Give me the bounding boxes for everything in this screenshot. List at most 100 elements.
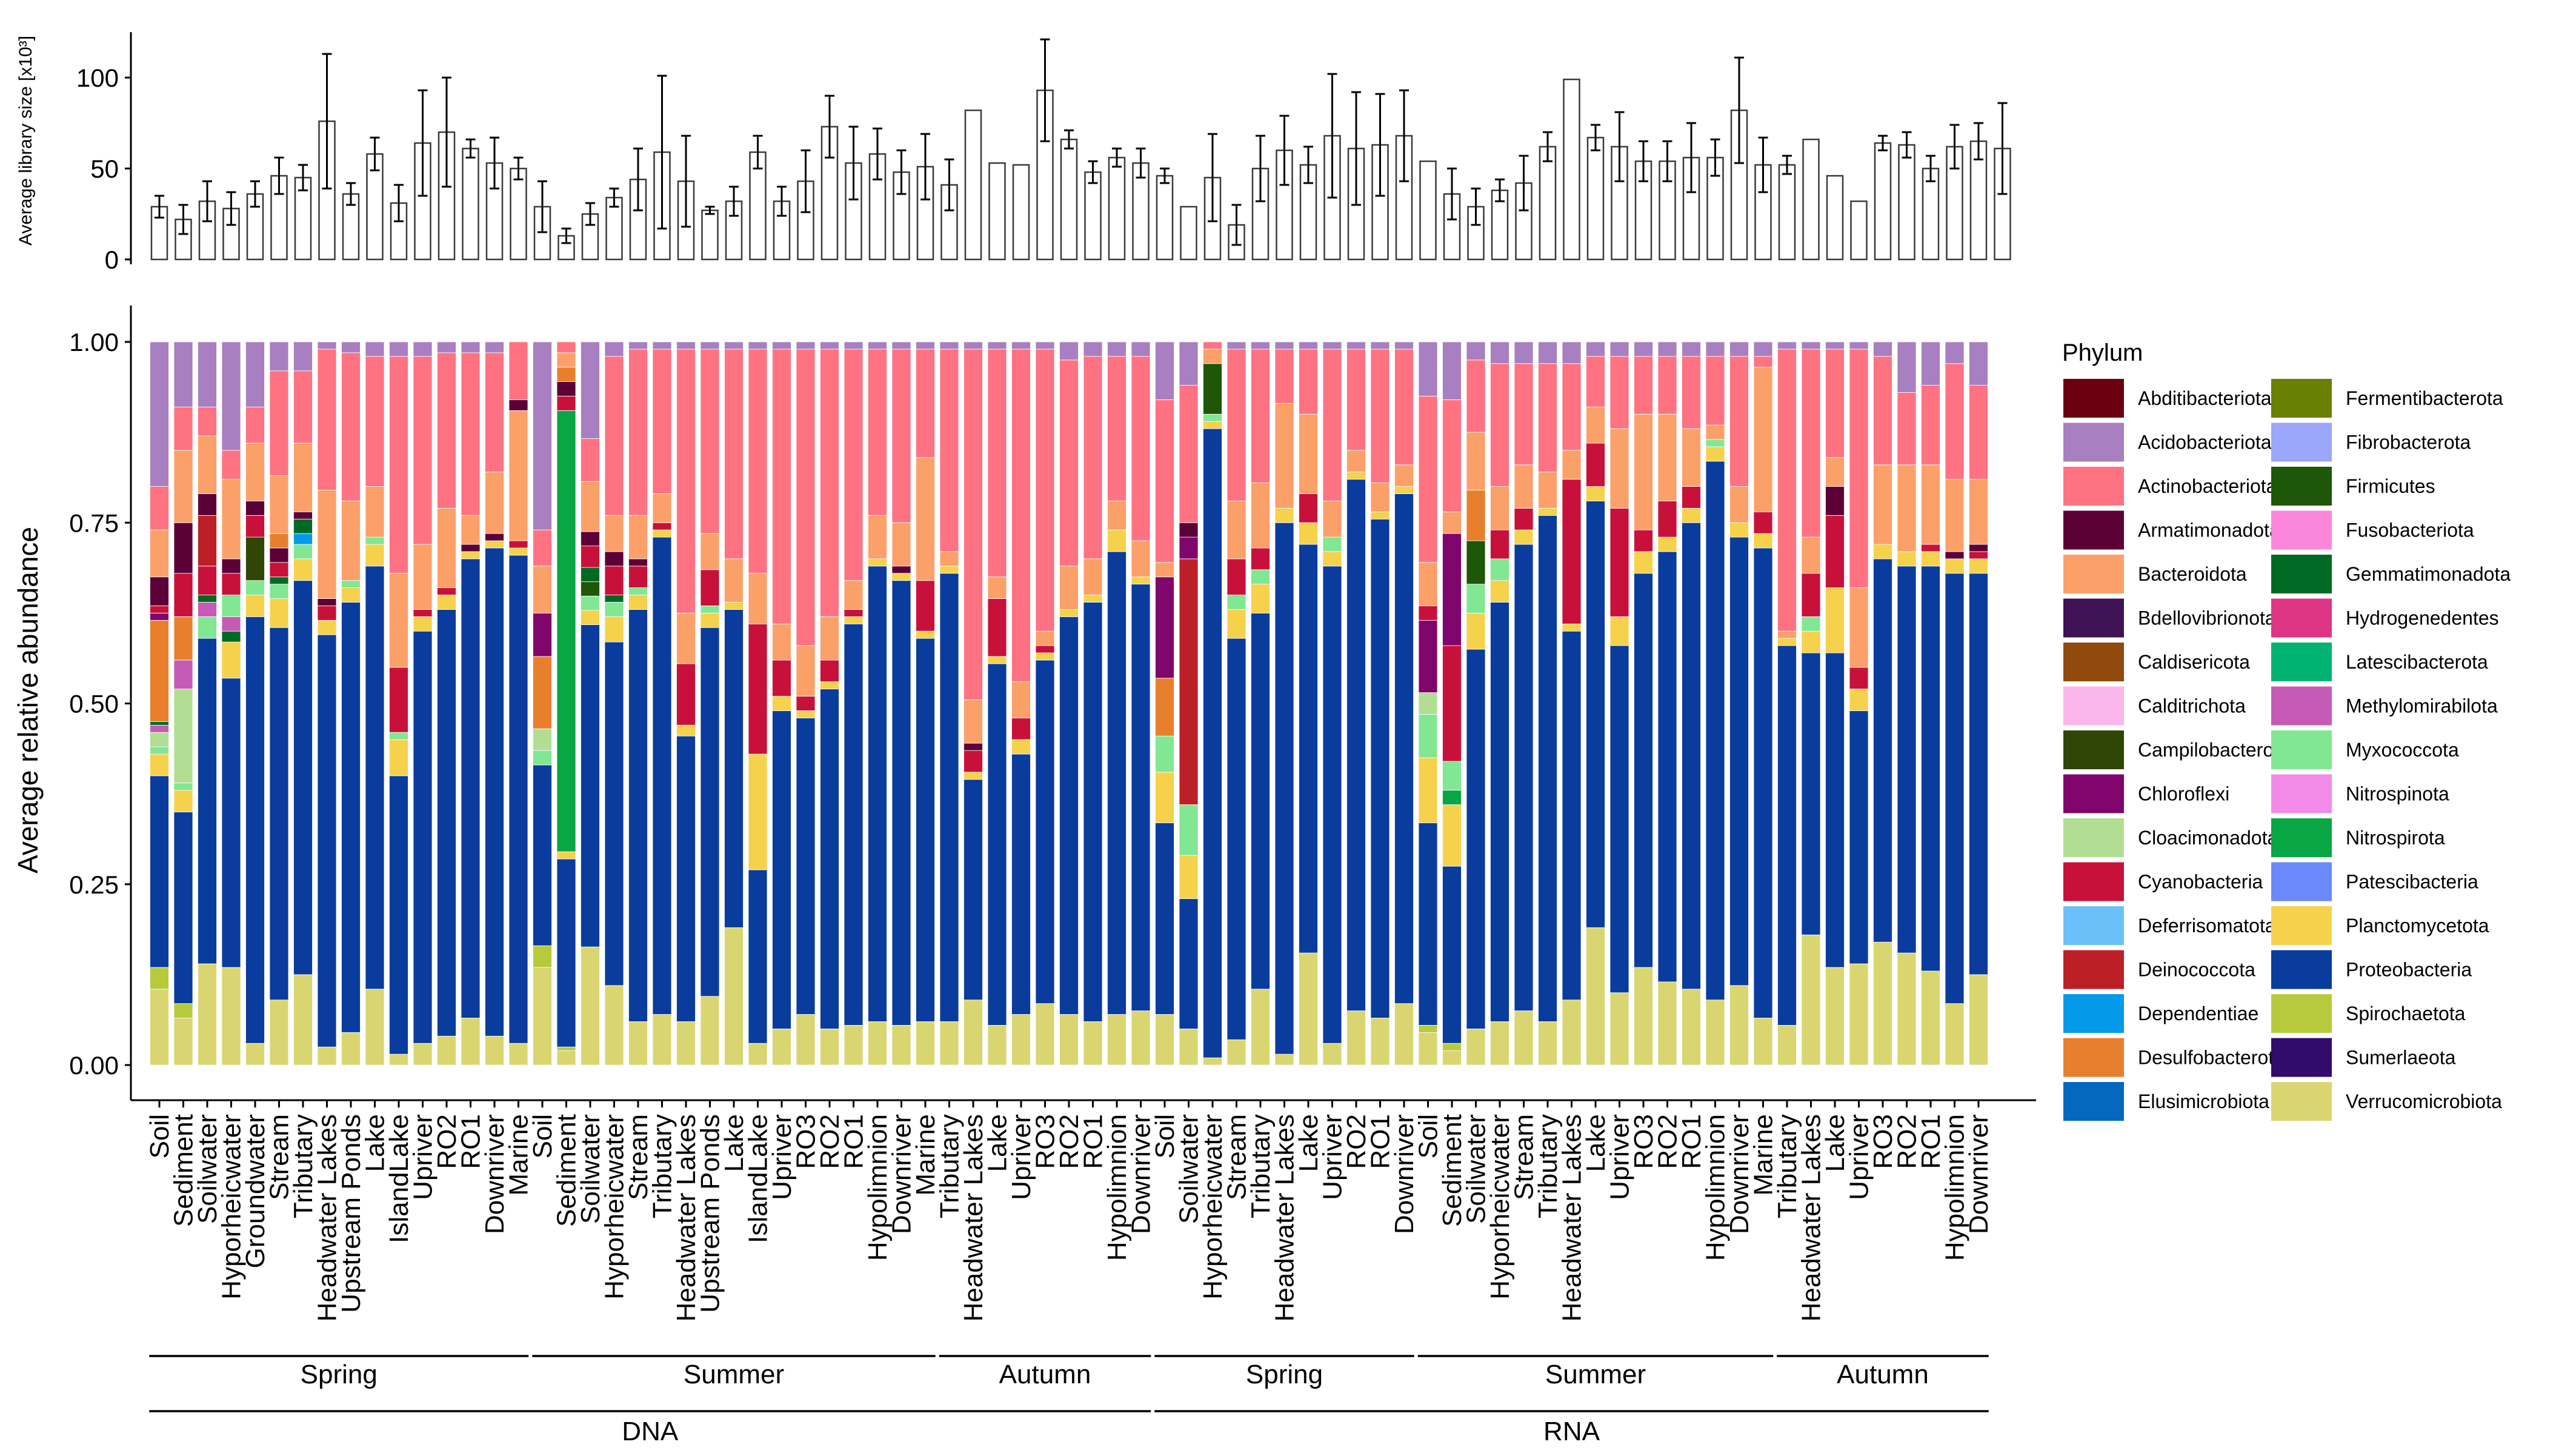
- sample-tick-label: Headwater Lakes: [313, 1114, 342, 1321]
- sample-tick-label: Stream: [624, 1114, 653, 1200]
- sample-tick-labels: SoilSedimentSoilwaterHyporheicwaterGroun…: [145, 1114, 1994, 1321]
- abundance-segment: [1107, 501, 1127, 530]
- abundance-segment: [245, 515, 265, 538]
- legend-entry-label: Bdellovibrionota: [2138, 607, 2276, 629]
- abundance-segment: [221, 450, 241, 480]
- abundance-segment: [1514, 464, 1534, 509]
- abundance-segment: [1921, 385, 1940, 466]
- abundance-segment: [1274, 1054, 1294, 1066]
- abundance-segment: [1705, 439, 1725, 447]
- abundance-segment: [1586, 356, 1605, 407]
- abundance-segment: [1418, 606, 1438, 621]
- abundance-segment: [724, 341, 744, 350]
- season-label: Summer: [1545, 1360, 1646, 1389]
- abundance-segment: [1490, 486, 1509, 530]
- abundance-segment: [652, 536, 672, 1015]
- abundance-segment: [1370, 511, 1390, 519]
- abundance-segment: [508, 399, 528, 411]
- abundance-segment: [628, 566, 648, 589]
- sample-tick-label: Upstream Ponds: [696, 1114, 725, 1313]
- abundance-segment: [365, 566, 385, 990]
- abundance-segment: [581, 595, 600, 611]
- abundance-segment: [1370, 518, 1390, 1018]
- abundance-segment: [1466, 612, 1486, 650]
- abundance-segment: [173, 1018, 193, 1066]
- abundance-segment: [1155, 399, 1174, 563]
- sample-tick-label: Soilwater: [193, 1114, 222, 1224]
- legend-swatch: [2063, 950, 2124, 989]
- abundance-segment: [198, 515, 217, 567]
- abundance-segment: [581, 581, 600, 596]
- abundance-segment: [1418, 822, 1438, 1026]
- abundance-segment: [150, 341, 169, 487]
- abundance-segment: [1729, 356, 1749, 487]
- abundance-segment: [868, 566, 887, 1022]
- abundance-segment: [173, 616, 193, 661]
- abundance-segment: [1155, 735, 1174, 773]
- abundance-segment: [1657, 536, 1677, 552]
- abundance-segment: [581, 341, 600, 439]
- abundance-segment: [1873, 544, 1892, 559]
- sample-tick-label: Lake: [719, 1114, 749, 1172]
- abundance-segment: [173, 573, 193, 617]
- abundance-segment: [269, 598, 289, 628]
- abundance-segment: [1849, 587, 1869, 668]
- abundance-segment: [581, 531, 600, 547]
- abundance-segment: [1729, 341, 1749, 357]
- legend-swatch: [2063, 1038, 2124, 1077]
- nucleic-acid-label: DNA: [622, 1417, 679, 1446]
- library-size-bar: [1969, 140, 1988, 261]
- abundance-segment: [1801, 341, 1821, 350]
- abundance-segment: [150, 620, 169, 722]
- abundance-segment: [748, 753, 768, 870]
- legend-entry-label: Nitrospinota: [2346, 783, 2449, 805]
- abundance-segment: [1155, 1014, 1174, 1066]
- abundance-segment: [1921, 551, 1940, 567]
- abundance-segment: [556, 367, 576, 382]
- abundance-segment: [413, 356, 433, 545]
- abundance-segment: [604, 341, 624, 357]
- abundance-segment: [1609, 992, 1629, 1066]
- abundance-segment: [150, 576, 169, 606]
- abundance-segment: [1514, 544, 1534, 1011]
- abundance-segment: [198, 341, 217, 407]
- abundance-segment: [964, 700, 983, 744]
- abundance-segment: [1514, 507, 1534, 530]
- legend-swatch: [2271, 994, 2332, 1033]
- abundance-segment: [1179, 1028, 1199, 1066]
- legend-entry-label: Actinobacteriota: [2138, 475, 2277, 497]
- abundance-segment: [533, 750, 552, 766]
- sample-tick-label: Tributary: [1533, 1114, 1563, 1218]
- abundance-segment: [1035, 1003, 1055, 1066]
- abundance-segment: [772, 623, 791, 661]
- abundance-segment: [269, 370, 289, 476]
- abundance-segment: [1011, 739, 1031, 755]
- abundance-segment: [533, 529, 552, 567]
- legend-entry-label: Spirochaetota: [2346, 1003, 2466, 1024]
- legend-swatch: [2271, 467, 2332, 506]
- abundance-segment: [245, 536, 265, 581]
- abundance-segment: [508, 341, 528, 400]
- abundance-segment: [1394, 1003, 1414, 1066]
- sample-tick-label: RO1: [456, 1114, 486, 1169]
- legend-swatch: [2271, 950, 2332, 989]
- library-size-bar: [749, 151, 767, 261]
- abundance-segment: [1442, 866, 1462, 1044]
- abundance-segment: [198, 493, 217, 516]
- abundance-segment: [987, 576, 1007, 599]
- abundance-segment: [245, 406, 265, 444]
- abundance-segment: [1466, 1028, 1486, 1066]
- abundance-segment: [891, 1024, 911, 1066]
- abundance-segment: [413, 341, 433, 357]
- abundance-segment: [964, 349, 983, 700]
- legend-entry-label: Acidobacteriota: [2138, 432, 2272, 453]
- abundance-segment: [700, 606, 720, 613]
- abundance-segment: [1777, 1024, 1797, 1066]
- sample-tick-label: Upriver: [408, 1114, 438, 1200]
- sample-tick-label: Downriver: [1127, 1114, 1156, 1234]
- sample-tick-label: Headwater Lakes: [1797, 1114, 1826, 1321]
- abundance-segment: [221, 595, 241, 617]
- abundance-segment: [844, 580, 864, 610]
- abundance-segment: [1011, 753, 1031, 1015]
- abundance-segment: [1179, 341, 1199, 386]
